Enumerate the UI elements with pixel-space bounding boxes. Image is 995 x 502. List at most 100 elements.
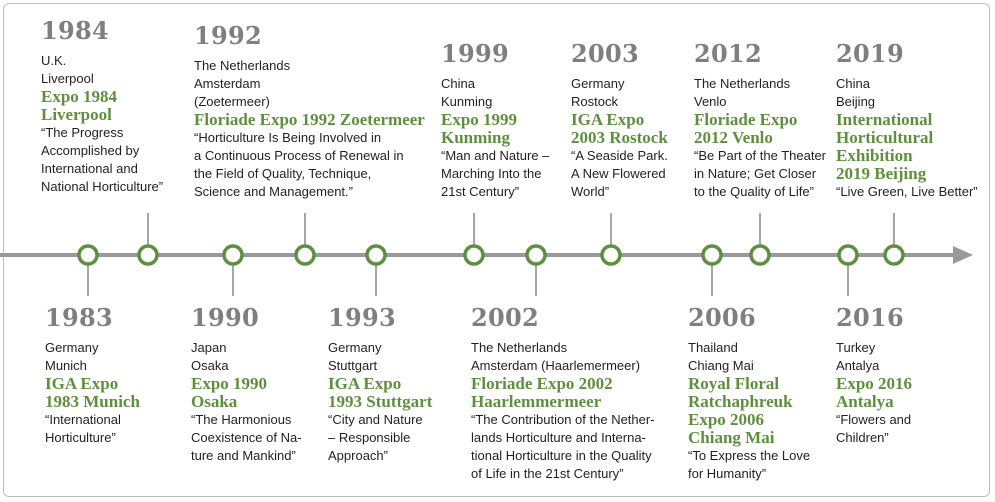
node-2002: [525, 244, 547, 266]
node-1993: [365, 244, 387, 266]
entry-country: Japan: [191, 340, 227, 355]
entry-title: Exhibition: [836, 146, 913, 165]
entry-year: 1984: [41, 16, 109, 45]
entry-title: Expo 2006: [688, 410, 765, 429]
entry-motto: Marching Into the: [441, 166, 542, 181]
entry-year: 2012: [694, 39, 762, 68]
timeline-entry-2006: 2006 Thailand Chiang Mai Royal Floral Ratcha…: [688, 305, 810, 483]
entry-motto: to the Quality of Life”: [694, 184, 814, 199]
entry-city: Amsterdam: [194, 76, 261, 91]
entry-motto: World”: [571, 184, 610, 199]
entry-year: 1993: [328, 303, 396, 332]
entry-year: 2003: [571, 39, 639, 68]
entry-motto: “City and Nature: [328, 412, 423, 427]
entry-year: 1983: [45, 303, 113, 332]
entry-motto: Horticulture”: [45, 430, 116, 445]
timeline-entry-1983: 1983 Germany Munich IGA Expo 1983 Munich “Int…: [45, 305, 140, 447]
entry-country: Germany: [571, 76, 625, 91]
timeline-entry-1992: 1992 The Netherlands Amsterdam (Zoetermeer)…: [194, 23, 425, 201]
node-1999: [463, 244, 485, 266]
entry-country: Turkey: [836, 340, 876, 355]
entry-motto: – Responsible: [328, 430, 411, 445]
entry-motto: the Field of Quality, Technique,: [194, 166, 372, 181]
entry-title: Chiang Mai: [688, 428, 775, 447]
entry-country: Germany: [328, 340, 382, 355]
entry-title: Expo 1984: [41, 87, 118, 106]
entry-country: The Netherlands: [194, 58, 291, 73]
connectors: [87, 213, 895, 296]
entry-motto: “Horticulture Is Being Involved in: [194, 130, 382, 145]
entry-motto: Children”: [836, 430, 889, 445]
node-2016: [837, 244, 859, 266]
entry-title: 1983 Munich: [45, 392, 140, 411]
diagram-frame: [3, 3, 990, 497]
entry-title: Horticultural: [836, 128, 934, 147]
entry-city: Kunming: [441, 94, 493, 109]
timeline-arrowhead: [953, 246, 973, 264]
entry-motto: “To Express the Love: [688, 448, 811, 463]
entry-title: Kunming: [441, 128, 510, 147]
entry-title: 1993 Stuttgart: [328, 392, 433, 411]
entry-city: Beijing: [836, 94, 876, 109]
entry-city: Stuttgart: [328, 358, 378, 373]
entry-motto: ture and Mankind”: [191, 448, 296, 463]
entry-motto: a Continuous Process of Renewal in: [194, 148, 404, 163]
node-2012: [749, 244, 771, 266]
timeline-entry-2019: 2019 China Beijing International Horticultur…: [836, 41, 978, 201]
entry-motto: A New Flowered: [571, 166, 666, 181]
entry-motto: in Nature; Get Closer: [694, 166, 817, 181]
entry-title: Royal Floral: [688, 374, 780, 393]
entry-city: Venlo: [694, 94, 727, 109]
entry-title: Expo 1999: [441, 110, 518, 129]
entry-city: Osaka: [191, 358, 229, 373]
timeline-entry-2012: 2012 The Netherlands Venlo Floriade Expo 201…: [694, 41, 826, 201]
entry-motto: “International: [45, 412, 121, 427]
timeline-entry-1990: 1990 Japan Osaka Expo 1990 Osaka “The Harmoni…: [191, 305, 302, 465]
entry-title: Floriade Expo: [694, 110, 798, 129]
entry-motto: “The Contribution of the Nether-: [471, 412, 655, 427]
entry-title: IGA Expo: [45, 374, 119, 393]
entry-title: 2019 Beijing: [836, 164, 927, 183]
timeline-entry-2016: 2016 Turkey Antalya Expo 2016 Antalya “Flower…: [836, 305, 912, 447]
entry-motto: “The Progress: [41, 125, 124, 140]
entry-city: Chiang Mai: [688, 358, 754, 373]
node-1990: [222, 244, 244, 266]
entry-city: Munich: [45, 358, 87, 373]
node-2006: [701, 244, 723, 266]
entry-motto: tional Horticulture in the Quality: [471, 448, 652, 463]
entry-country: China: [441, 76, 475, 91]
entry-title: 2003 Rostock: [571, 128, 668, 147]
entry-title: Expo 1990: [191, 374, 268, 393]
entry-motto: National Horticulture”: [41, 179, 164, 194]
entry-country: China: [836, 76, 870, 91]
entry-title: Floriade Expo 1992 Zoetermeer: [194, 110, 425, 129]
entry-country: Thailand: [688, 340, 738, 355]
entry-title: Floriade Expo 2002: [471, 374, 613, 393]
entry-motto: for Humanity”: [688, 466, 767, 481]
entry-motto: lands Horticulture and Interna-: [471, 430, 646, 445]
entry-country: The Netherlands: [694, 76, 791, 91]
entry-motto: of Life in the 21st Century”: [471, 466, 624, 481]
entry-title: IGA Expo: [328, 374, 402, 393]
entry-year: 2019: [836, 39, 904, 68]
entry-motto: “Live Green, Live Better”: [836, 184, 978, 199]
entry-title: Liverpool: [41, 105, 112, 124]
node-1992: [294, 244, 316, 266]
entry-city: Antalya: [836, 358, 880, 373]
entry-year: 1992: [194, 21, 262, 50]
entry-city: Liverpool: [41, 71, 94, 86]
entry-title: Ratchaphreuk: [688, 392, 793, 411]
entry-motto: International and: [41, 161, 138, 176]
timeline-entry-1999: 1999 China Kunming Expo 1999 Kunming “Man and…: [441, 41, 549, 201]
entry-title: Antalya: [836, 392, 894, 411]
entry-year: 1999: [441, 39, 509, 68]
entry-motto: Coexistence of Na-: [191, 430, 302, 445]
entry-motto: “Man and Nature –: [441, 148, 550, 163]
node-2003: [600, 244, 622, 266]
entry-motto: “Be Part of the Theater: [694, 148, 826, 163]
entry-country: Germany: [45, 340, 99, 355]
entry-country: U.K.: [41, 53, 67, 68]
entry-year: 2016: [836, 303, 904, 332]
entry-year: 1990: [191, 303, 259, 332]
